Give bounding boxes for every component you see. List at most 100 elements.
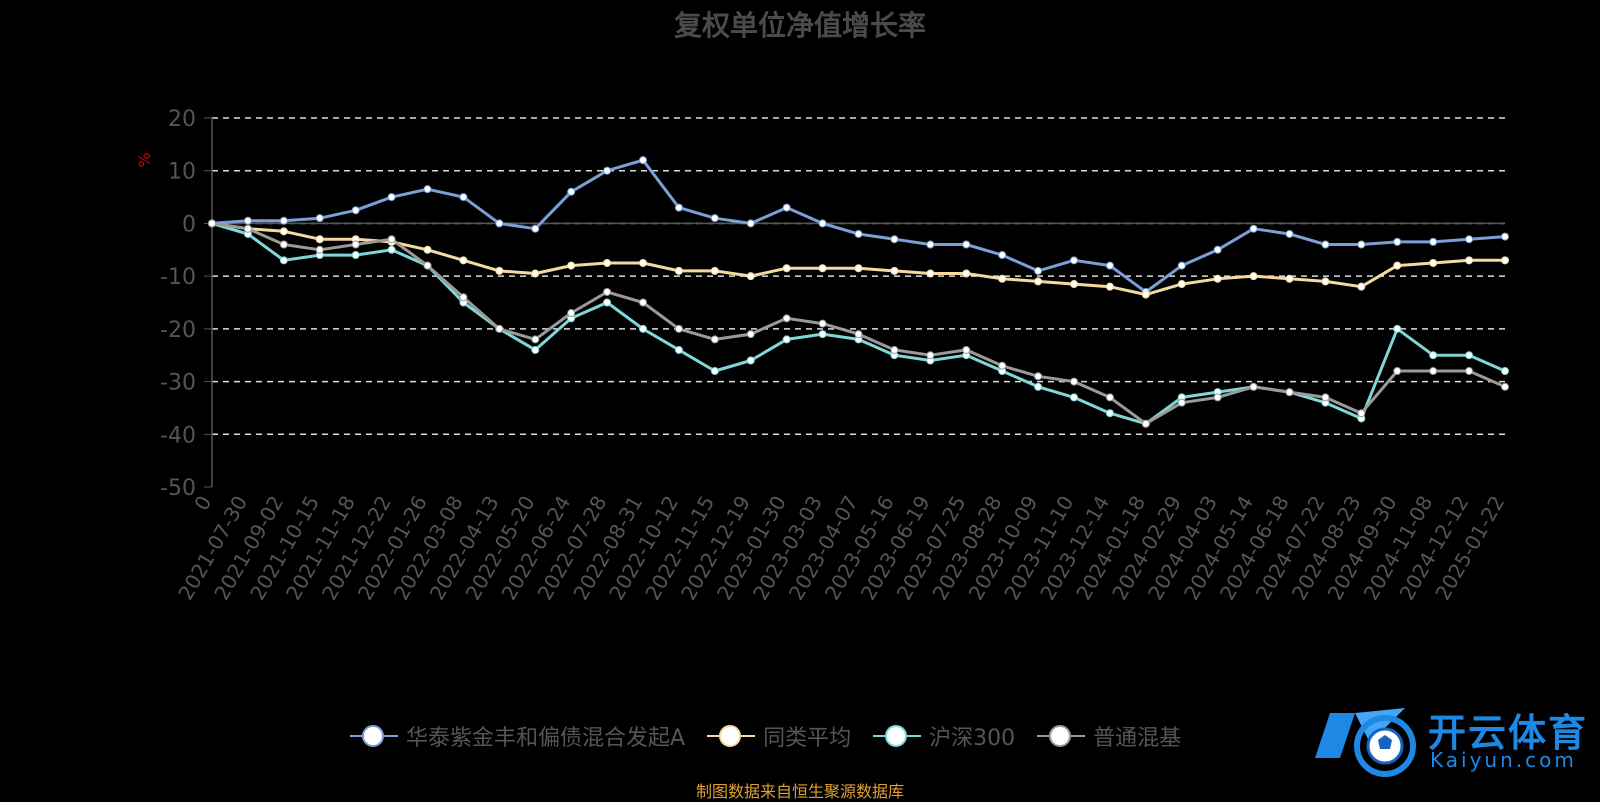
data-point <box>351 206 360 215</box>
data-point <box>1357 409 1366 418</box>
legend-item-0[interactable]: 华泰紫金丰和偏债混合发起A <box>350 720 685 752</box>
data-point <box>279 227 288 236</box>
data-point <box>1465 256 1474 265</box>
data-point <box>423 245 432 254</box>
data-point <box>1501 256 1509 265</box>
data-point <box>531 269 540 278</box>
data-point <box>1501 232 1509 241</box>
data-point <box>639 258 647 267</box>
data-point <box>1393 237 1402 246</box>
data-point <box>603 287 612 296</box>
chart-title: 复权单位净值增长率 <box>673 9 926 42</box>
data-point <box>1321 393 1330 402</box>
y-tick-label: -20 <box>160 318 196 343</box>
data-point <box>351 251 360 260</box>
data-point <box>315 235 324 244</box>
data-point <box>1249 272 1258 281</box>
legend-label: 普通混基 <box>1093 726 1182 751</box>
data-point <box>1034 277 1043 286</box>
data-point <box>1429 367 1438 376</box>
y-tick-label: 10 <box>168 160 196 185</box>
data-point <box>1393 261 1402 270</box>
data-point <box>495 219 504 228</box>
data-point <box>674 203 683 212</box>
data-point <box>710 367 719 376</box>
data-point <box>423 261 432 270</box>
data-point <box>1141 290 1150 299</box>
data-point <box>459 193 468 202</box>
data-point <box>1177 261 1186 270</box>
data-point <box>1177 398 1186 407</box>
data-point <box>782 203 791 212</box>
source-note: 制图数据来自恒生聚源数据库 <box>695 782 904 801</box>
legend-item-1[interactable]: 同类平均 <box>707 720 851 752</box>
data-point <box>1357 240 1366 249</box>
logo-icon <box>1315 708 1416 777</box>
data-point <box>710 335 719 344</box>
y-tick-label: 0 <box>182 212 196 237</box>
y-tick-label: -40 <box>160 423 196 448</box>
data-point <box>998 361 1007 370</box>
data-point <box>818 264 827 273</box>
data-point <box>1070 256 1078 265</box>
series-lines <box>211 158 1506 426</box>
data-point <box>567 309 576 318</box>
data-point <box>782 314 791 323</box>
logo: 开云体育 Kaiyun.com <box>1310 698 1600 788</box>
series-line-3 <box>211 221 1506 426</box>
data-point <box>1070 393 1078 402</box>
data-point <box>603 166 612 175</box>
data-point <box>746 330 755 339</box>
data-point <box>890 345 899 354</box>
legend-marker <box>350 725 398 747</box>
data-point <box>1105 393 1114 402</box>
legend-item-2[interactable]: 沪深300 <box>873 720 1015 752</box>
series-line-2 <box>211 221 1506 426</box>
data-point <box>1177 280 1186 289</box>
data-point <box>962 269 971 278</box>
data-point <box>674 324 683 333</box>
logo-text: 开云体育 <box>1428 711 1589 755</box>
data-point <box>854 330 863 339</box>
data-point <box>962 240 971 249</box>
data-point <box>1393 367 1402 376</box>
data-point <box>1141 419 1150 428</box>
data-point <box>1465 367 1474 376</box>
data-point <box>1213 245 1222 254</box>
data-point <box>854 264 863 273</box>
logo-sub: Kaiyun.com <box>1430 748 1577 772</box>
data-point <box>818 319 827 328</box>
legend-item-3[interactable]: 普通混基 <box>1037 720 1181 752</box>
grid <box>212 117 1505 436</box>
data-point <box>495 266 504 275</box>
data-point <box>746 356 755 365</box>
data-point <box>818 330 827 339</box>
data-point <box>423 185 432 194</box>
legend: 华泰紫金丰和偏债混合发起A 同类平均 沪深300 普通混基 <box>350 720 1181 752</box>
data-point <box>639 324 647 333</box>
data-point <box>1285 274 1294 283</box>
legend-label: 沪深300 <box>929 726 1016 751</box>
data-point <box>1034 372 1043 381</box>
x-tick-label: 0 <box>189 492 216 515</box>
data-point <box>782 264 791 273</box>
data-point <box>818 219 827 228</box>
data-point <box>1429 237 1438 246</box>
y-tick-label: -50 <box>160 476 196 501</box>
data-point <box>459 256 468 265</box>
data-point <box>746 219 755 228</box>
data-point <box>459 293 468 302</box>
data-point <box>1393 324 1402 333</box>
data-point <box>998 274 1007 283</box>
data-point <box>279 256 288 265</box>
data-point <box>567 261 576 270</box>
data-point <box>1249 224 1258 233</box>
data-point <box>854 229 863 238</box>
data-point <box>315 214 324 223</box>
data-point <box>315 245 324 254</box>
data-point <box>387 235 396 244</box>
data-point <box>387 193 396 202</box>
y-tick-label: -30 <box>160 371 196 396</box>
data-point <box>926 351 935 360</box>
data-point <box>603 258 612 267</box>
